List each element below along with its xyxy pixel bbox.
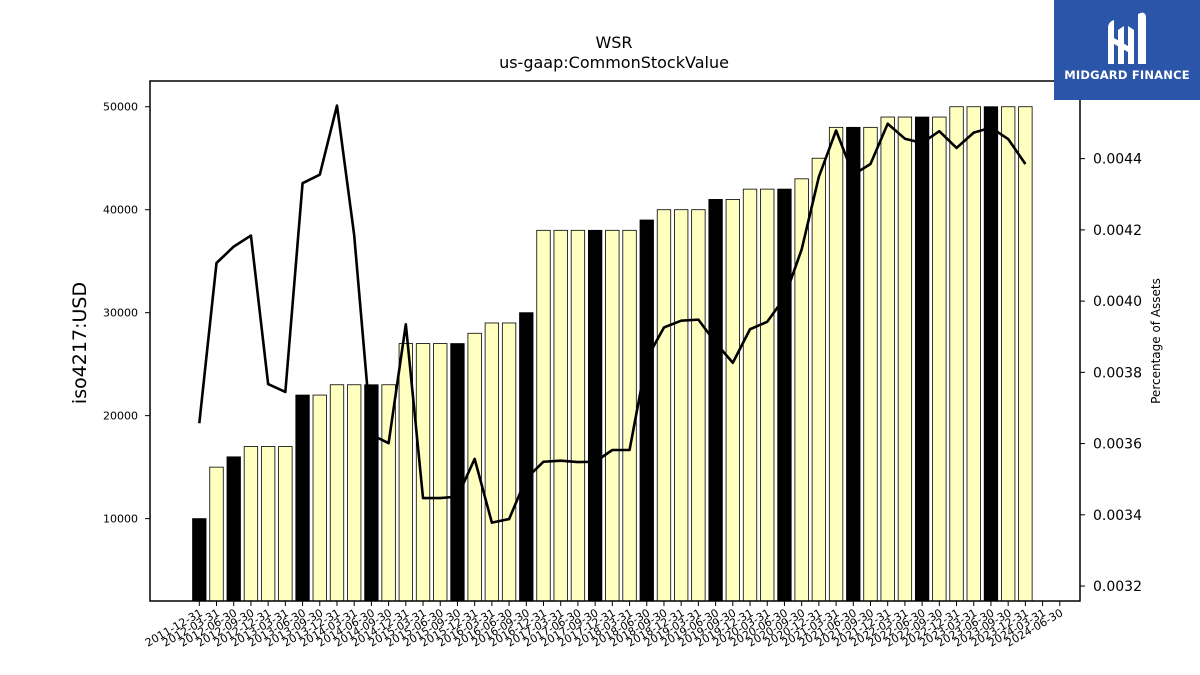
bar (742, 188, 758, 602)
bar (811, 157, 827, 602)
bar (260, 446, 276, 602)
y-axis-label: iso4217:USD (69, 282, 91, 404)
bar (863, 126, 878, 602)
bar (656, 209, 672, 602)
chart-subtitle: us-gaap:CommonStockValue (499, 53, 729, 72)
bar (880, 116, 895, 602)
bar (1001, 106, 1016, 602)
bar (192, 518, 207, 602)
y-tick-label: 40000 (103, 204, 138, 217)
bar (966, 106, 981, 602)
bar (897, 116, 913, 602)
midgard-logo-icon (1108, 12, 1146, 65)
bar (553, 229, 568, 602)
bar (329, 384, 345, 602)
y2-tick-label: 0.0042 (1093, 223, 1142, 239)
y-axis-left: 10000 20000 30000 40000 50000 (103, 101, 150, 526)
ratio-series (198, 104, 1027, 524)
y2-tick-label: 0.0032 (1093, 579, 1142, 595)
y2-tick-label: 0.0036 (1093, 437, 1142, 453)
bar (949, 106, 964, 602)
brand-name: MIDGARD FINANCE (1064, 68, 1190, 82)
bar (725, 199, 740, 602)
bar (295, 394, 310, 602)
y-tick-label: 50000 (103, 101, 138, 114)
bar (415, 343, 431, 602)
y-tick-label: 20000 (103, 410, 138, 423)
bar (209, 466, 224, 602)
bar (226, 456, 241, 602)
y2-tick-label: 0.0040 (1093, 294, 1142, 310)
bar (536, 229, 551, 602)
y-tick-label: 10000 (103, 513, 138, 526)
bar (777, 188, 792, 602)
bar (364, 384, 379, 602)
bar (932, 116, 947, 602)
y2-tick-label: 0.0034 (1093, 508, 1142, 524)
bar (587, 229, 603, 602)
bar (347, 384, 362, 602)
bar (450, 343, 465, 602)
bar (691, 209, 706, 602)
bar (501, 322, 517, 602)
bar (433, 343, 448, 602)
bar (278, 446, 293, 602)
brand-logo: MIDGARD FINANCE (1054, 0, 1200, 100)
y2-tick-label: 0.0044 (1093, 152, 1142, 168)
bar (1018, 106, 1033, 602)
chart-title: WSR (595, 33, 632, 52)
y-tick-label: 30000 (103, 307, 138, 320)
bar (605, 229, 620, 602)
y2-axis-label: Percentage of Assets (1149, 278, 1163, 404)
bar (828, 126, 844, 602)
bar (760, 188, 775, 602)
bar (312, 394, 327, 602)
bar (846, 126, 861, 602)
bar (639, 219, 654, 602)
bar (570, 229, 586, 602)
bar (484, 322, 500, 602)
bar (708, 199, 723, 602)
bar (983, 106, 999, 602)
bar (674, 209, 689, 602)
bar (519, 312, 534, 602)
ratio-line (198, 104, 1027, 524)
y-axis-right: 0.0032 0.0034 0.0036 0.0038 0.0040 0.0042 0.00… (1080, 152, 1142, 595)
bar (794, 178, 809, 602)
x-axis: 2011-12-312012-03-312012-06-302012-09-30… (143, 601, 1065, 650)
y2-tick-label: 0.0038 (1093, 365, 1142, 381)
bar (622, 229, 637, 602)
bar-series (192, 106, 1033, 602)
bar (243, 446, 259, 602)
bar (914, 116, 930, 602)
plot-frame (149, 80, 1081, 602)
